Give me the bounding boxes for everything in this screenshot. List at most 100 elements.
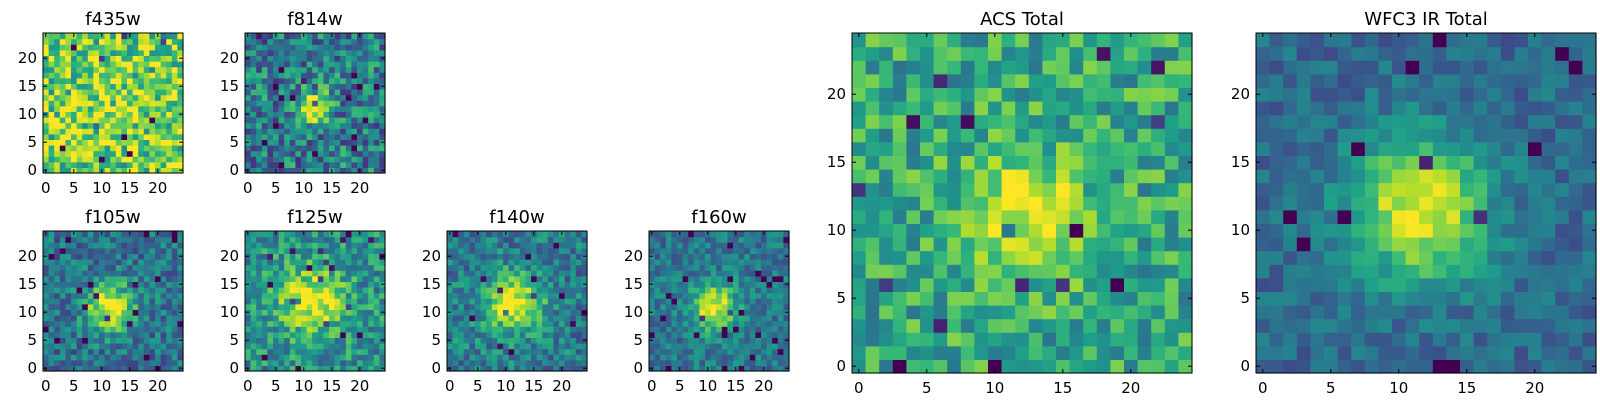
heatmap-cell	[87, 242, 94, 249]
heatmap-cell	[1364, 264, 1379, 279]
heatmap-cell	[716, 348, 723, 355]
heatmap-cell	[783, 236, 790, 243]
heatmap-cell	[306, 354, 313, 361]
heatmap-cell	[469, 236, 476, 243]
heatmap-cell	[960, 33, 975, 48]
heatmap-cell	[1164, 305, 1179, 320]
heatmap-cell	[649, 303, 656, 310]
heatmap-cell	[334, 292, 341, 299]
heatmap-cell	[329, 83, 336, 90]
heatmap-cell	[1056, 182, 1071, 197]
heatmap-cell	[699, 247, 706, 254]
heatmap-cell	[1028, 345, 1043, 360]
heatmap-cell	[104, 156, 111, 163]
heatmap-cell	[312, 167, 319, 174]
heatmap-cell	[1137, 264, 1152, 279]
heatmap-cell	[267, 66, 274, 73]
heatmap-cell	[373, 331, 380, 338]
heatmap-cell	[777, 354, 784, 361]
heatmap-cell	[458, 343, 465, 350]
heatmap-cell	[99, 156, 106, 163]
heatmap-cell	[362, 343, 369, 350]
heatmap-cell	[76, 270, 83, 277]
heatmap-cell	[677, 315, 684, 322]
heatmap-cell	[93, 253, 100, 260]
heatmap-cell	[879, 196, 894, 211]
heatmap-cell	[688, 231, 695, 238]
heatmap-cell	[1269, 318, 1284, 333]
heatmap-cell	[486, 303, 493, 310]
heatmap-cell	[688, 365, 695, 372]
heatmap-cell	[71, 72, 78, 79]
heatmap-cell	[65, 83, 72, 90]
heatmap-cell	[1419, 359, 1434, 374]
heatmap-cell	[143, 38, 150, 45]
heatmap-cell	[1256, 169, 1271, 184]
heatmap-cell	[879, 141, 894, 156]
heatmap-cell	[43, 72, 50, 79]
heatmap-cell	[93, 337, 100, 344]
heatmap-cell	[284, 348, 291, 355]
heatmap-cell	[1042, 60, 1057, 75]
heatmap-cell	[329, 281, 336, 288]
heatmap-cell	[317, 33, 324, 40]
heatmap-cell	[475, 309, 482, 316]
heatmap-cell	[1419, 196, 1434, 211]
heatmap-cell	[334, 77, 341, 84]
heatmap-cell	[250, 94, 257, 101]
heatmap-cell	[1042, 196, 1057, 211]
heatmap-cell	[1069, 277, 1084, 292]
heatmap-cell	[368, 139, 375, 146]
heatmap-cell	[155, 61, 162, 68]
heatmap-cell	[497, 270, 504, 277]
heatmap-cell	[160, 281, 167, 288]
heatmap-cell	[99, 77, 106, 84]
heatmap-cell	[87, 348, 94, 355]
heatmap-cell	[54, 139, 61, 146]
heatmap-cell	[48, 309, 55, 316]
heatmap-cell	[138, 66, 145, 73]
heatmap-cell	[947, 114, 962, 129]
heatmap-cell	[301, 281, 308, 288]
heatmap-cell	[654, 298, 661, 305]
heatmap-cell	[721, 326, 728, 333]
heatmap-cell	[160, 315, 167, 322]
heatmap-cell	[379, 49, 386, 56]
heatmap-cell	[76, 122, 83, 129]
heatmap-cell	[110, 89, 117, 96]
heatmap-cell	[933, 237, 948, 252]
heatmap-cell	[301, 77, 308, 84]
heatmap-cell	[865, 277, 880, 292]
heatmap-cell	[104, 38, 111, 45]
heatmap-cell	[1178, 359, 1193, 374]
heatmap-cell	[1178, 318, 1193, 333]
heatmap-cell	[564, 270, 571, 277]
heatmap-cell	[749, 337, 756, 344]
heatmap-cell	[115, 44, 122, 51]
heatmap-cell	[329, 66, 336, 73]
heatmap-cell	[749, 287, 756, 294]
heatmap-cell	[267, 133, 274, 140]
heatmap-cell	[87, 253, 94, 260]
heatmap-cell	[138, 77, 145, 84]
heatmap-cell	[463, 309, 470, 316]
heatmap-cell	[766, 242, 773, 249]
heatmap-cell	[121, 49, 128, 56]
heatmap-cell	[1555, 318, 1570, 333]
heatmap-cell	[312, 331, 319, 338]
heatmap-cell	[301, 326, 308, 333]
heatmap-cell	[755, 331, 762, 338]
heatmap-cell	[149, 253, 156, 260]
heatmap-cell	[892, 169, 907, 184]
y-tick-label: 10	[220, 303, 239, 321]
heatmap-cell	[772, 247, 779, 254]
heatmap-cell	[301, 247, 308, 254]
heatmap-cell	[267, 145, 274, 152]
heatmap-cell	[1164, 46, 1179, 61]
heatmap-cell	[171, 242, 178, 249]
heatmap-cell	[65, 122, 72, 129]
heatmap-cell	[357, 44, 364, 51]
heatmap-cell	[71, 259, 78, 266]
heatmap-cell	[1528, 332, 1543, 347]
heatmap-cell	[323, 359, 330, 366]
